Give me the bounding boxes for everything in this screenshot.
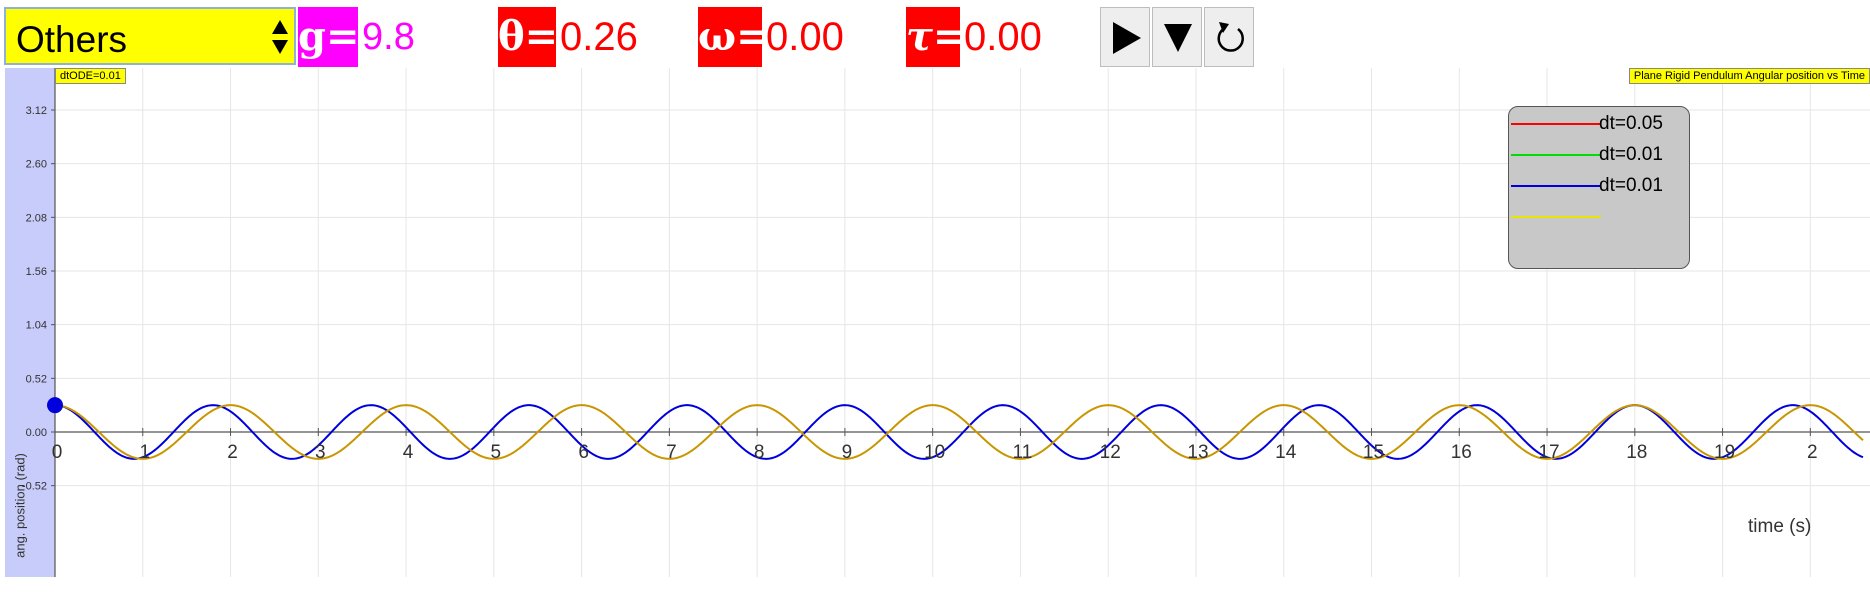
x-tick-label: 6 — [578, 442, 589, 463]
x-tick-label: 8 — [754, 442, 765, 463]
legend-label: dt=0.05 — [1599, 113, 1663, 134]
play-button[interactable] — [1100, 7, 1150, 67]
legend-item: dt=0.01 — [1509, 143, 1691, 167]
x-tick-label: 18 — [1626, 442, 1647, 463]
omega-symbol: ω= — [698, 7, 770, 67]
y-tick-label: 2.08 — [26, 212, 47, 224]
select-arrows-icon — [272, 20, 288, 54]
omega-param: ω= — [698, 7, 858, 67]
tau-param: τ= — [906, 7, 1056, 67]
x-tick-label: 9 — [842, 442, 853, 463]
triangle-down-icon — [1164, 24, 1192, 52]
x-tick-label: 12 — [1100, 442, 1121, 463]
theta-input[interactable] — [556, 7, 648, 67]
reset-icon — [1217, 22, 1244, 52]
y-tick-label: 0.00 — [26, 427, 47, 439]
x-tick-label: 13 — [1187, 442, 1208, 463]
dt-ode-tag: dtODE=0.01 — [55, 68, 126, 84]
x-tick-label: 3 — [315, 442, 326, 463]
x-tick-label: 2 — [1807, 442, 1818, 463]
x-tick-label: 16 — [1451, 442, 1472, 463]
legend-swatch — [1511, 123, 1601, 125]
legend-swatch — [1511, 216, 1601, 218]
x-tick-label: 2 — [227, 442, 238, 463]
legend: dt=0.05 dt=0.01 dt=0.01 — [1508, 106, 1690, 269]
x-tick-label: 7 — [666, 442, 677, 463]
legend-label: dt=0.01 — [1599, 144, 1663, 165]
x-tick-label: 15 — [1363, 442, 1384, 463]
y-tick-label: 0.52 — [26, 373, 47, 385]
pendulum-marker — [47, 397, 63, 414]
x-axis-label: time (s) — [1748, 516, 1812, 537]
reset-button[interactable] — [1204, 7, 1254, 67]
x-tick-label: 19 — [1714, 442, 1735, 463]
chart-svg: 3.122.602.081.561.040.520.00-0.520 1 2 3 4 5 6… — [22, 68, 1870, 577]
g-param: g= — [298, 7, 418, 67]
legend-item: dt=0.05 — [1509, 112, 1691, 136]
preset-select[interactable]: Others — [4, 7, 296, 65]
plot-area: ang. position (rad) 3.12 2.60 2.08 1.56 1.04… — [0, 68, 1870, 577]
g-input[interactable] — [358, 7, 418, 67]
g-symbol: g= — [298, 7, 359, 67]
x-tick-label: 17 — [1538, 442, 1559, 463]
legend-item — [1509, 205, 1691, 229]
y-tick-label: 1.56 — [26, 266, 47, 278]
plot-title: Plane Rigid Pendulum Angular position vs… — [1628, 68, 1870, 84]
omega-input[interactable] — [762, 7, 858, 67]
legend-swatch — [1511, 154, 1601, 156]
legend-item: dt=0.01 — [1509, 174, 1691, 198]
y-tick-label: -0.52 — [22, 481, 47, 493]
y-tick-label: 2.60 — [26, 159, 47, 171]
x-tick-label: 0 — [52, 442, 63, 463]
legend-swatch — [1511, 185, 1601, 187]
play-icon — [1113, 22, 1141, 54]
legend-label: dt=0.01 — [1599, 175, 1663, 196]
series-line — [54, 404, 1864, 460]
series-line — [54, 404, 1864, 460]
y-tick-label: 1.04 — [26, 320, 47, 332]
x-tick-label: 1 — [139, 442, 150, 463]
theta-symbol: θ= — [498, 7, 558, 67]
x-tick-label: 14 — [1275, 442, 1297, 463]
x-tick-label: 10 — [924, 442, 945, 463]
tau-symbol: τ= — [906, 7, 966, 67]
x-tick-label: 4 — [403, 442, 414, 463]
x-tick-label: 11 — [1013, 442, 1033, 463]
theta-param: θ= — [498, 7, 648, 67]
preset-select-value: Others — [16, 19, 128, 60]
x-tick-label: 5 — [491, 442, 502, 463]
toolbar: Others g= θ= ω= τ= — [0, 0, 1870, 68]
dropdown-button[interactable] — [1152, 7, 1202, 67]
tau-input[interactable] — [960, 7, 1056, 67]
y-tick-label: 3.12 — [26, 105, 47, 117]
y-axis-strip — [5, 68, 55, 577]
